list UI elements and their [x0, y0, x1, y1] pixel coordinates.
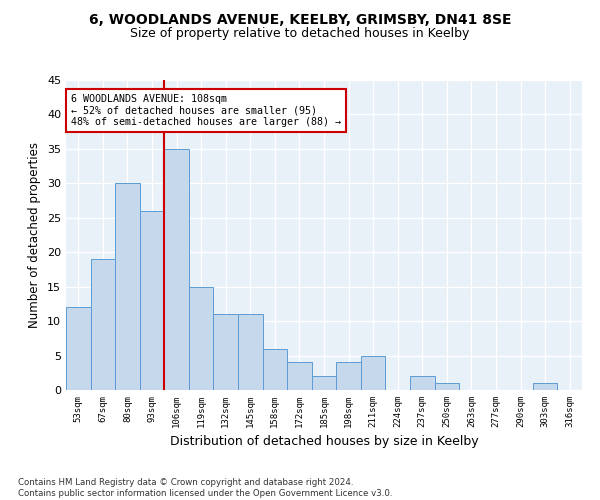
Bar [140, 211, 164, 390]
Bar [410, 376, 434, 390]
Text: Contains HM Land Registry data © Crown copyright and database right 2024.
Contai: Contains HM Land Registry data © Crown c… [18, 478, 392, 498]
Bar [214, 314, 238, 390]
Bar [115, 184, 140, 390]
Text: 6, WOODLANDS AVENUE, KEELBY, GRIMSBY, DN41 8SE: 6, WOODLANDS AVENUE, KEELBY, GRIMSBY, DN… [89, 12, 511, 26]
Bar [263, 348, 287, 390]
Bar [66, 308, 91, 390]
Bar [312, 376, 336, 390]
Bar [361, 356, 385, 390]
Bar [91, 259, 115, 390]
Bar [336, 362, 361, 390]
Bar [434, 383, 459, 390]
Bar [164, 149, 189, 390]
X-axis label: Distribution of detached houses by size in Keelby: Distribution of detached houses by size … [170, 436, 478, 448]
Text: 6 WOODLANDS AVENUE: 108sqm
← 52% of detached houses are smaller (95)
48% of semi: 6 WOODLANDS AVENUE: 108sqm ← 52% of deta… [71, 94, 341, 127]
Bar [533, 383, 557, 390]
Bar [189, 286, 214, 390]
Text: Size of property relative to detached houses in Keelby: Size of property relative to detached ho… [130, 28, 470, 40]
Bar [287, 362, 312, 390]
Bar [238, 314, 263, 390]
Y-axis label: Number of detached properties: Number of detached properties [28, 142, 41, 328]
